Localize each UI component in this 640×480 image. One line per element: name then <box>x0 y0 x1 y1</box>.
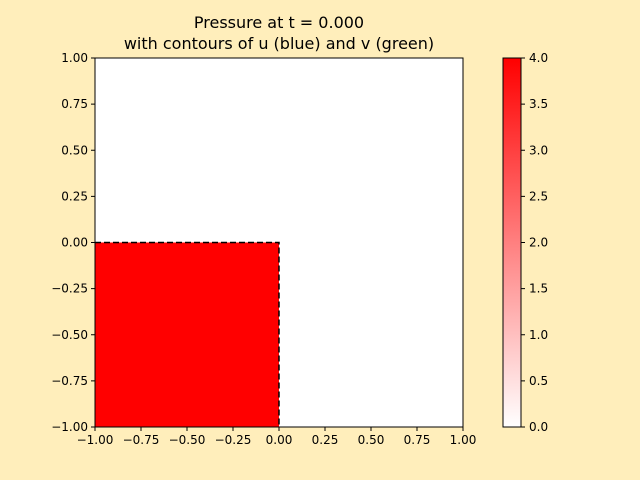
colorbar: 0.0 0.5 1.0 1.5 2.0 2.5 3.0 3.5 4.0 <box>502 51 548 434</box>
y-tick-label: −0.25 <box>51 282 88 296</box>
y-tick-label: −0.75 <box>51 374 88 388</box>
x-tick-label: 0.75 <box>404 433 431 447</box>
pressure-cell <box>95 242 279 427</box>
plot-area <box>94 57 464 428</box>
y-axis: −1.00 −0.75 −0.50 −0.25 0.00 0.25 0.50 0.75 1.00 <box>51 51 95 434</box>
y-tick-label: 0.50 <box>61 143 88 157</box>
y-tick-label: 0.00 <box>61 236 88 250</box>
x-tick-label: −0.75 <box>123 433 160 447</box>
pressure-cell <box>279 242 463 427</box>
colorbar-tick-label: 2.5 <box>529 189 548 203</box>
pressure-cell <box>279 58 463 243</box>
x-tick-label: 0.00 <box>266 433 293 447</box>
y-tick-label: 0.75 <box>61 97 88 111</box>
pressure-contour-line <box>95 241 280 427</box>
x-tick-label: −0.50 <box>169 433 206 447</box>
colorbar-tick-label: 1.5 <box>529 282 548 296</box>
x-tick-label: −1.00 <box>77 433 114 447</box>
y-tick-label: −0.50 <box>51 328 88 342</box>
colorbar-tick-label: 0.0 <box>529 420 548 434</box>
colorbar-tick-label: 3.5 <box>529 97 548 111</box>
chart-title-line2: with contours of u (blue) and v (green) <box>124 34 434 53</box>
y-tick-label: 1.00 <box>61 51 88 65</box>
colorbar-tick-label: 1.0 <box>529 328 548 342</box>
x-axis: −1.00 −0.75 −0.50 −0.25 0.00 0.25 0.50 0.75 1.00 <box>77 427 477 447</box>
x-tick-label: 0.50 <box>358 433 385 447</box>
x-tick-label: −0.25 <box>215 433 252 447</box>
colorbar-tick-label: 0.5 <box>529 374 548 388</box>
x-tick-label: 0.25 <box>312 433 339 447</box>
colorbar-tick-label: 4.0 <box>529 51 548 65</box>
x-tick-label: 1.00 <box>450 433 477 447</box>
y-tick-label: 0.25 <box>61 189 88 203</box>
colorbar-ticks: 0.0 0.5 1.0 1.5 2.0 2.5 3.0 3.5 4.0 <box>521 51 548 434</box>
y-tick-label: −1.00 <box>51 420 88 434</box>
colorbar-tick-label: 3.0 <box>529 143 548 157</box>
chart-title-line1: Pressure at t = 0.000 <box>194 13 364 32</box>
pressure-field <box>95 58 463 427</box>
pressure-cell <box>95 58 279 243</box>
colorbar-gradient <box>503 58 521 427</box>
colorbar-tick-label: 2.0 <box>529 236 548 250</box>
